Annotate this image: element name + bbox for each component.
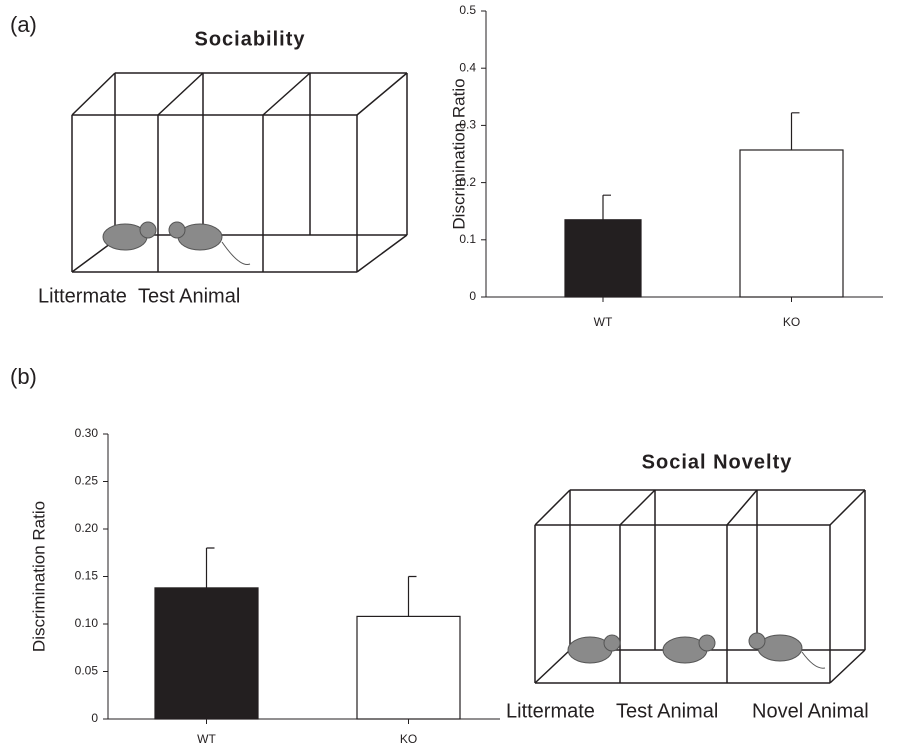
panel-label: (b) [10,364,37,389]
y-tick-label: 0.05 [75,664,99,678]
figure: (a) (b) Sociability Social Novelty Litte… [0,0,906,747]
bar [357,616,460,719]
diagram-label: Test Animal [138,285,240,307]
y-tick-label: 0 [91,711,98,725]
diagram-label: Novel Animal [752,700,869,722]
bar [155,588,258,719]
y-axis-label: Discrimination Ratio [29,501,48,652]
error-bar [409,577,417,617]
x-tick-label: WT [197,732,216,746]
y-tick-label: 0.10 [75,616,99,630]
y-tick-label: 0.4 [459,60,476,74]
y-tick-label: 0.1 [459,232,476,246]
diagram-label: Littermate [38,285,127,307]
y-tick-label: 0.20 [75,521,99,535]
y-axis-label: Discrimination Ratio [449,78,468,229]
diagram-title: Sociability [194,28,305,50]
bar [740,150,843,297]
error-bar [603,195,611,220]
x-tick-label: WT [594,315,613,329]
error-bar [792,113,800,150]
y-tick-label: 0.5 [459,3,476,17]
y-tick-label: 0 [469,289,476,303]
y-tick-label: 0.25 [75,474,99,488]
bar [565,220,641,297]
diagram-label: Littermate [506,700,595,722]
panel-label: (a) [10,12,37,37]
y-tick-label: 0.30 [75,426,99,440]
x-tick-label: KO [783,315,800,329]
diagram-title: Social Novelty [642,451,793,473]
y-tick-label: 0.15 [75,569,99,583]
x-tick-label: KO [400,732,417,746]
diagram-label: Test Animal [616,700,718,722]
error-bar [207,548,215,588]
